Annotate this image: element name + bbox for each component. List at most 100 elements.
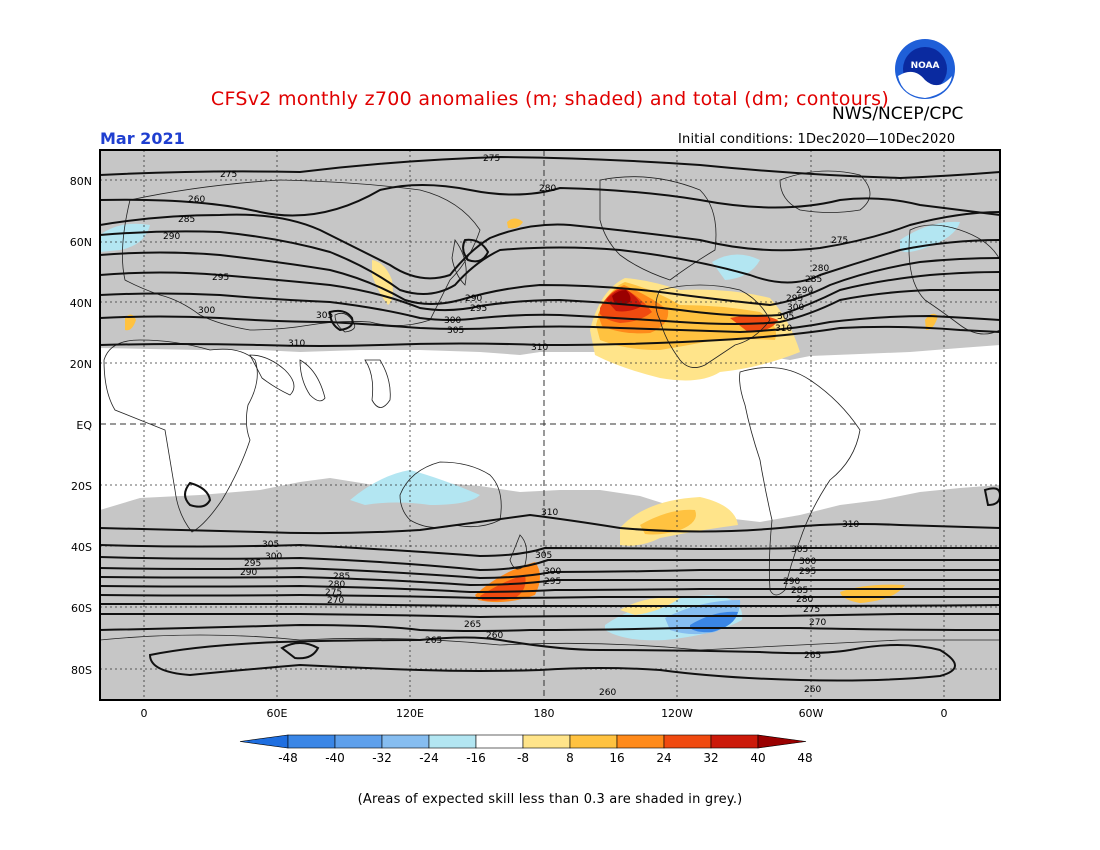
- lon-tick-label: 120W: [661, 707, 693, 720]
- contour-label: 300: [787, 303, 804, 313]
- lat-tick-label: 40S: [71, 541, 92, 554]
- contour-labels-south: 310 305 300 295 290 285 280 275 270 265 …: [240, 508, 859, 698]
- lat-tick-label: 20N: [70, 358, 92, 371]
- contour-label: 270: [327, 596, 344, 606]
- contour-label: 310: [842, 520, 859, 530]
- contour-label: 280: [539, 184, 556, 194]
- contour-label: 300: [544, 567, 561, 577]
- colorbar-segment: [522, 734, 571, 749]
- lat-tick-label: 60S: [71, 602, 92, 615]
- contour-label: 285: [791, 586, 808, 596]
- colorbar-segment: [287, 734, 336, 749]
- contour-label: 305: [535, 551, 552, 561]
- contour-label: 280: [812, 264, 829, 274]
- colorbar-segment: [616, 734, 665, 749]
- contour-label: 265: [804, 651, 821, 661]
- lon-tick-label: 120E: [396, 707, 424, 720]
- colorbar-segment: [381, 734, 430, 749]
- equator-and-dateline: [100, 150, 1000, 700]
- contour-label: 305: [447, 326, 464, 336]
- contour-label: 285: [333, 572, 350, 582]
- contour-label: 290: [163, 232, 180, 242]
- contour-label: 310: [288, 339, 305, 349]
- colorbar-label: -40: [325, 751, 345, 765]
- contour-label: 265: [464, 620, 481, 630]
- lon-tick-label: 180: [534, 707, 555, 720]
- colorbar-arrow-low: [239, 734, 289, 749]
- logo-text: NOAA: [911, 61, 940, 71]
- contour-label: 275: [220, 170, 237, 180]
- contour-label: 300: [198, 306, 215, 316]
- contour-label: 285: [178, 215, 195, 225]
- lat-tick-label: EQ: [76, 419, 92, 432]
- skill-note: (Areas of expected skill less than 0.3 a…: [357, 792, 743, 807]
- colorbar-segment: [428, 734, 477, 749]
- contour-label: 265: [425, 636, 442, 646]
- colorbar-label: 48: [797, 751, 812, 765]
- longitude-axis: 0 60E 120E 180 120W 60W 0: [141, 707, 948, 720]
- contour-labels-north: 275 280 260 285 290 295 300 305 310 290 …: [163, 154, 848, 353]
- colorbar-label: 16: [609, 751, 624, 765]
- colorbar-label: -24: [419, 751, 439, 765]
- contour-label: 305: [316, 311, 333, 321]
- height-contours: [100, 155, 1000, 682]
- colorbar-label: -16: [466, 751, 486, 765]
- contour-label: 275: [803, 605, 820, 615]
- initial-conditions: Initial conditions: 1Dec2020—10Dec2020: [678, 132, 956, 147]
- colorbar-label: 32: [703, 751, 718, 765]
- contour-label: 290: [465, 294, 482, 304]
- contour-label: 260: [486, 631, 503, 641]
- contour-label: 260: [804, 685, 821, 695]
- contour-label: 270: [809, 618, 826, 628]
- colorbar-segment: [334, 734, 383, 749]
- contour-label: 285: [805, 275, 822, 285]
- contour-label: 280: [796, 595, 813, 605]
- contour-label: 295: [212, 273, 229, 283]
- latitude-axis: 80N 60N 40N 20N EQ 20S 40S 60S 80S: [70, 175, 93, 677]
- lat-tick-label: 60N: [70, 236, 92, 249]
- contour-label: 275: [325, 588, 342, 598]
- contour-label: 310: [531, 343, 548, 353]
- lon-tick-label: 60W: [799, 707, 824, 720]
- contour-label: 295: [799, 567, 816, 577]
- colorbar-segment: [569, 734, 618, 749]
- lon-tick-label: 60E: [267, 707, 288, 720]
- contour-label: 295: [470, 304, 487, 314]
- contour-label: 305: [791, 545, 808, 555]
- contour-label: 260: [599, 688, 616, 698]
- map-title: CFSv2 monthly z700 anomalies (m; shaded)…: [210, 88, 890, 110]
- colorbar-label: -32: [372, 751, 392, 765]
- contour-label: 260: [188, 195, 205, 205]
- contour-label: 300: [444, 316, 461, 326]
- anomaly-shading: [100, 218, 960, 641]
- coastlines: [100, 170, 1000, 651]
- lon-tick-label: 0: [141, 707, 148, 720]
- contour-label: 275: [483, 154, 500, 164]
- contour-label: 295: [786, 294, 803, 304]
- contour-label: 305: [777, 312, 794, 322]
- colorbar-segment: [663, 734, 712, 749]
- noaa-logo: NOAA: [895, 39, 955, 99]
- contour-label: 275: [831, 236, 848, 246]
- agency-label: NWS/NCEP/CPC: [832, 104, 964, 124]
- lat-tick-label: 80S: [71, 664, 92, 677]
- contour-label: 300: [265, 552, 282, 562]
- colorbar: -48 -40 -32 -24 -16 -8 8 16 24 32 40 48: [239, 734, 813, 765]
- contour-label: 290: [783, 577, 800, 587]
- contour-label: 295: [244, 559, 261, 569]
- colorbar-label: -48: [278, 751, 298, 765]
- colorbar-arrow-high: [757, 734, 807, 749]
- colorbar-segment: [710, 734, 759, 749]
- forecast-period: Mar 2021: [100, 129, 185, 148]
- lon-tick-label: 0: [941, 707, 948, 720]
- contour-label: 310: [775, 324, 792, 334]
- contour-label: 300: [799, 557, 816, 567]
- contour-label: 305: [262, 540, 279, 550]
- lat-tick-label: 80N: [70, 175, 92, 188]
- contour-label: 310: [541, 508, 558, 518]
- colorbar-label: -8: [517, 751, 529, 765]
- lat-tick-label: 40N: [70, 297, 92, 310]
- map-frame: [99, 149, 1001, 701]
- colorbar-segment: [475, 734, 524, 749]
